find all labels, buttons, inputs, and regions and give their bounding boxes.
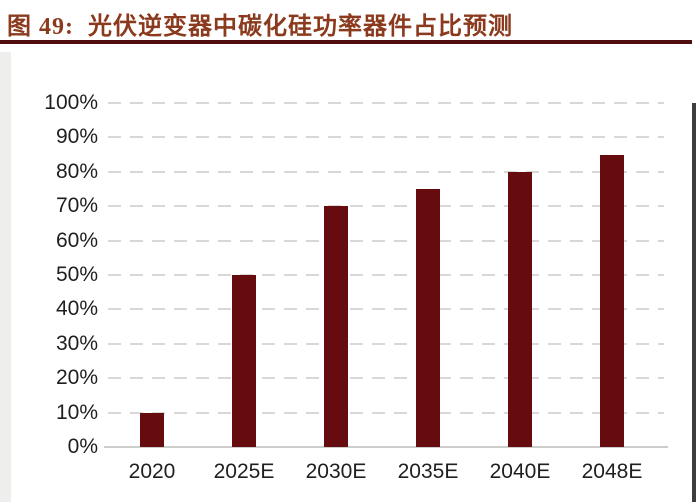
gridline-70 [108, 205, 664, 208]
y-tick-label-40pct: 40% [55, 297, 98, 321]
y-tick-label-90pct: 90% [55, 125, 98, 149]
y-tick-label-0pct: 0% [67, 435, 98, 458]
plot-area [104, 102, 668, 448]
gridline-100 [108, 102, 664, 104]
x-tick-label-2030E: 2030E [305, 460, 367, 483]
x-tick-label-2040E: 2040E [489, 460, 551, 483]
figure-title: 图 49: 光伏逆变器中碳化硅功率器件占比预测 [7, 6, 686, 41]
gridline-50 [108, 274, 664, 276]
y-tick-label-70pct: 70% [55, 194, 98, 218]
bar-2025E [232, 275, 256, 447]
gridline-90 [108, 136, 664, 139]
x-axis: 2020 2025E 2030E 2035E 2040E 2048E [106, 460, 658, 492]
y-tick-label-20pct: 20% [55, 366, 98, 390]
y-tick-label-60pct: 60% [55, 228, 98, 252]
gridline-60 [108, 239, 664, 242]
bar-2040E [508, 171, 532, 447]
bar-2048E [600, 154, 624, 447]
y-tick-label-80pct: 80% [55, 159, 98, 183]
x-axis-baseline [104, 446, 668, 448]
gridline-40 [108, 308, 664, 311]
y-tick-label-30pct: 30% [55, 331, 98, 355]
y-tick-label-10pct: 10% [55, 400, 98, 424]
y-axis: 0% 10% 20% 30% 40% 50% 60% 70% 80% 90% 100% [0, 91, 98, 458]
figure-title-text: 光伏逆变器中碳化硅功率器件占比预测 [88, 14, 513, 40]
screenshot-left-edge-band [0, 52, 11, 502]
x-tick-label-2048E: 2048E [581, 460, 643, 483]
gridline-20 [108, 377, 664, 380]
bar-2035E [416, 189, 440, 447]
bar-2030E [324, 206, 348, 447]
bar-2020 [140, 412, 164, 447]
screenshot-right-edge-border [692, 103, 696, 502]
y-tick-label-100pct: 100% [44, 91, 98, 114]
title-divider-rule [0, 40, 692, 44]
figure-number-label: 图 49: [7, 14, 74, 40]
x-tick-label-2035E: 2035E [397, 460, 459, 483]
gridline-80 [108, 170, 664, 173]
gridline-30 [108, 342, 664, 345]
x-tick-label-2020: 2020 [128, 460, 176, 483]
gridline-10 [108, 411, 664, 414]
x-tick-label-2025E: 2025E [213, 460, 275, 483]
y-tick-label-50pct: 50% [55, 263, 98, 286]
